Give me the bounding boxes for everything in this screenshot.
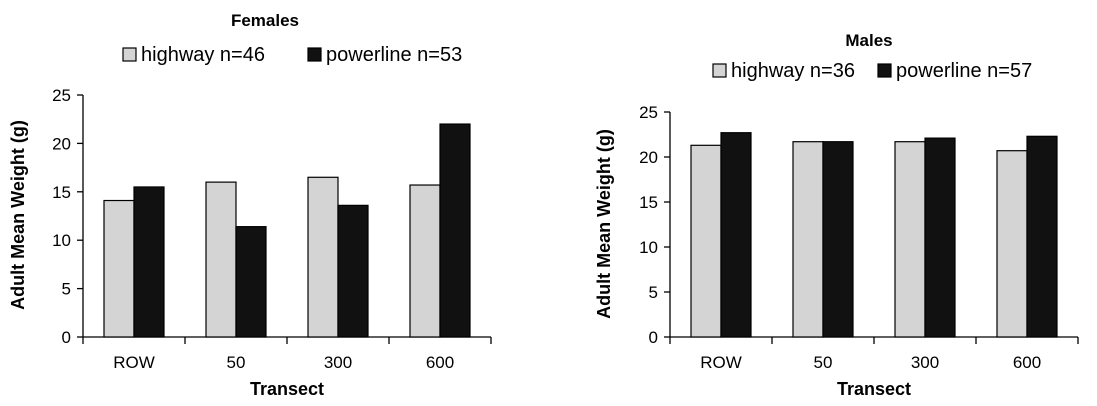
y-tick-label: 5 [649,283,658,302]
x-tick-label: ROW [113,353,155,372]
bar-highway-50 [792,141,824,338]
y-tick-label: 0 [649,328,658,347]
x-tick-label: 300 [324,353,352,372]
y-tick-label: 20 [639,148,658,167]
legend-swatch [712,63,727,78]
bar-highway-300 [894,141,926,338]
x-tick-label: 50 [814,353,833,372]
bar-powerline-600 [1026,135,1058,338]
x-tick-label: 600 [1013,353,1041,372]
chart-title: Females [231,11,299,30]
legend-label: powerline n=57 [896,60,1032,82]
bar-highway-ROW [690,144,722,338]
legend-swatch [122,47,137,62]
x-tick-label: ROW [700,353,742,372]
legend-label: highway n=46 [141,44,265,66]
y-tick-label: 10 [52,231,71,250]
legend-label: powerline n=53 [326,44,462,66]
y-tick-label: 20 [52,134,71,153]
x-tick-label: 50 [227,353,246,372]
legend-swatch [307,47,322,62]
y-tick-label: 0 [62,328,71,347]
y-axis-label: Adult Mean Weight (g) [8,120,28,310]
legend-label: highway n=36 [731,60,855,82]
y-axis-label: Adult Mean Weight (g) [594,129,614,319]
bar-powerline-600 [439,123,471,338]
chart-title: Males [845,31,892,50]
bar-powerline-300 [337,204,369,338]
bar-powerline-300 [924,137,956,338]
bar-powerline-ROW [133,186,165,338]
y-tick-label: 15 [639,193,658,212]
bar-powerline-ROW [720,132,752,338]
x-tick-label: 300 [911,353,939,372]
bar-powerline-50 [822,141,854,338]
bar-highway-600 [996,150,1028,338]
y-tick-label: 15 [52,183,71,202]
chart-1: Males highway n=36 powerline n=57 0 5 10 15 20 2… [594,31,1079,399]
y-tick-label: 10 [639,238,658,257]
bar-highway-50 [205,181,237,338]
x-axis-label: Transect [837,379,911,399]
y-tick-label: 25 [639,103,658,122]
bar-highway-ROW [103,199,135,338]
chart-0: Females highway n=46 powerline n=53 0 5 10 15 2… [8,11,492,399]
x-tick-label: 600 [426,353,454,372]
bar-highway-300 [307,176,339,338]
bar-highway-600 [409,184,441,338]
legend-swatch [877,63,892,78]
y-tick-label: 25 [52,86,71,105]
x-axis-label: Transect [250,379,324,399]
bar-powerline-50 [235,226,267,338]
y-tick-label: 5 [62,280,71,299]
